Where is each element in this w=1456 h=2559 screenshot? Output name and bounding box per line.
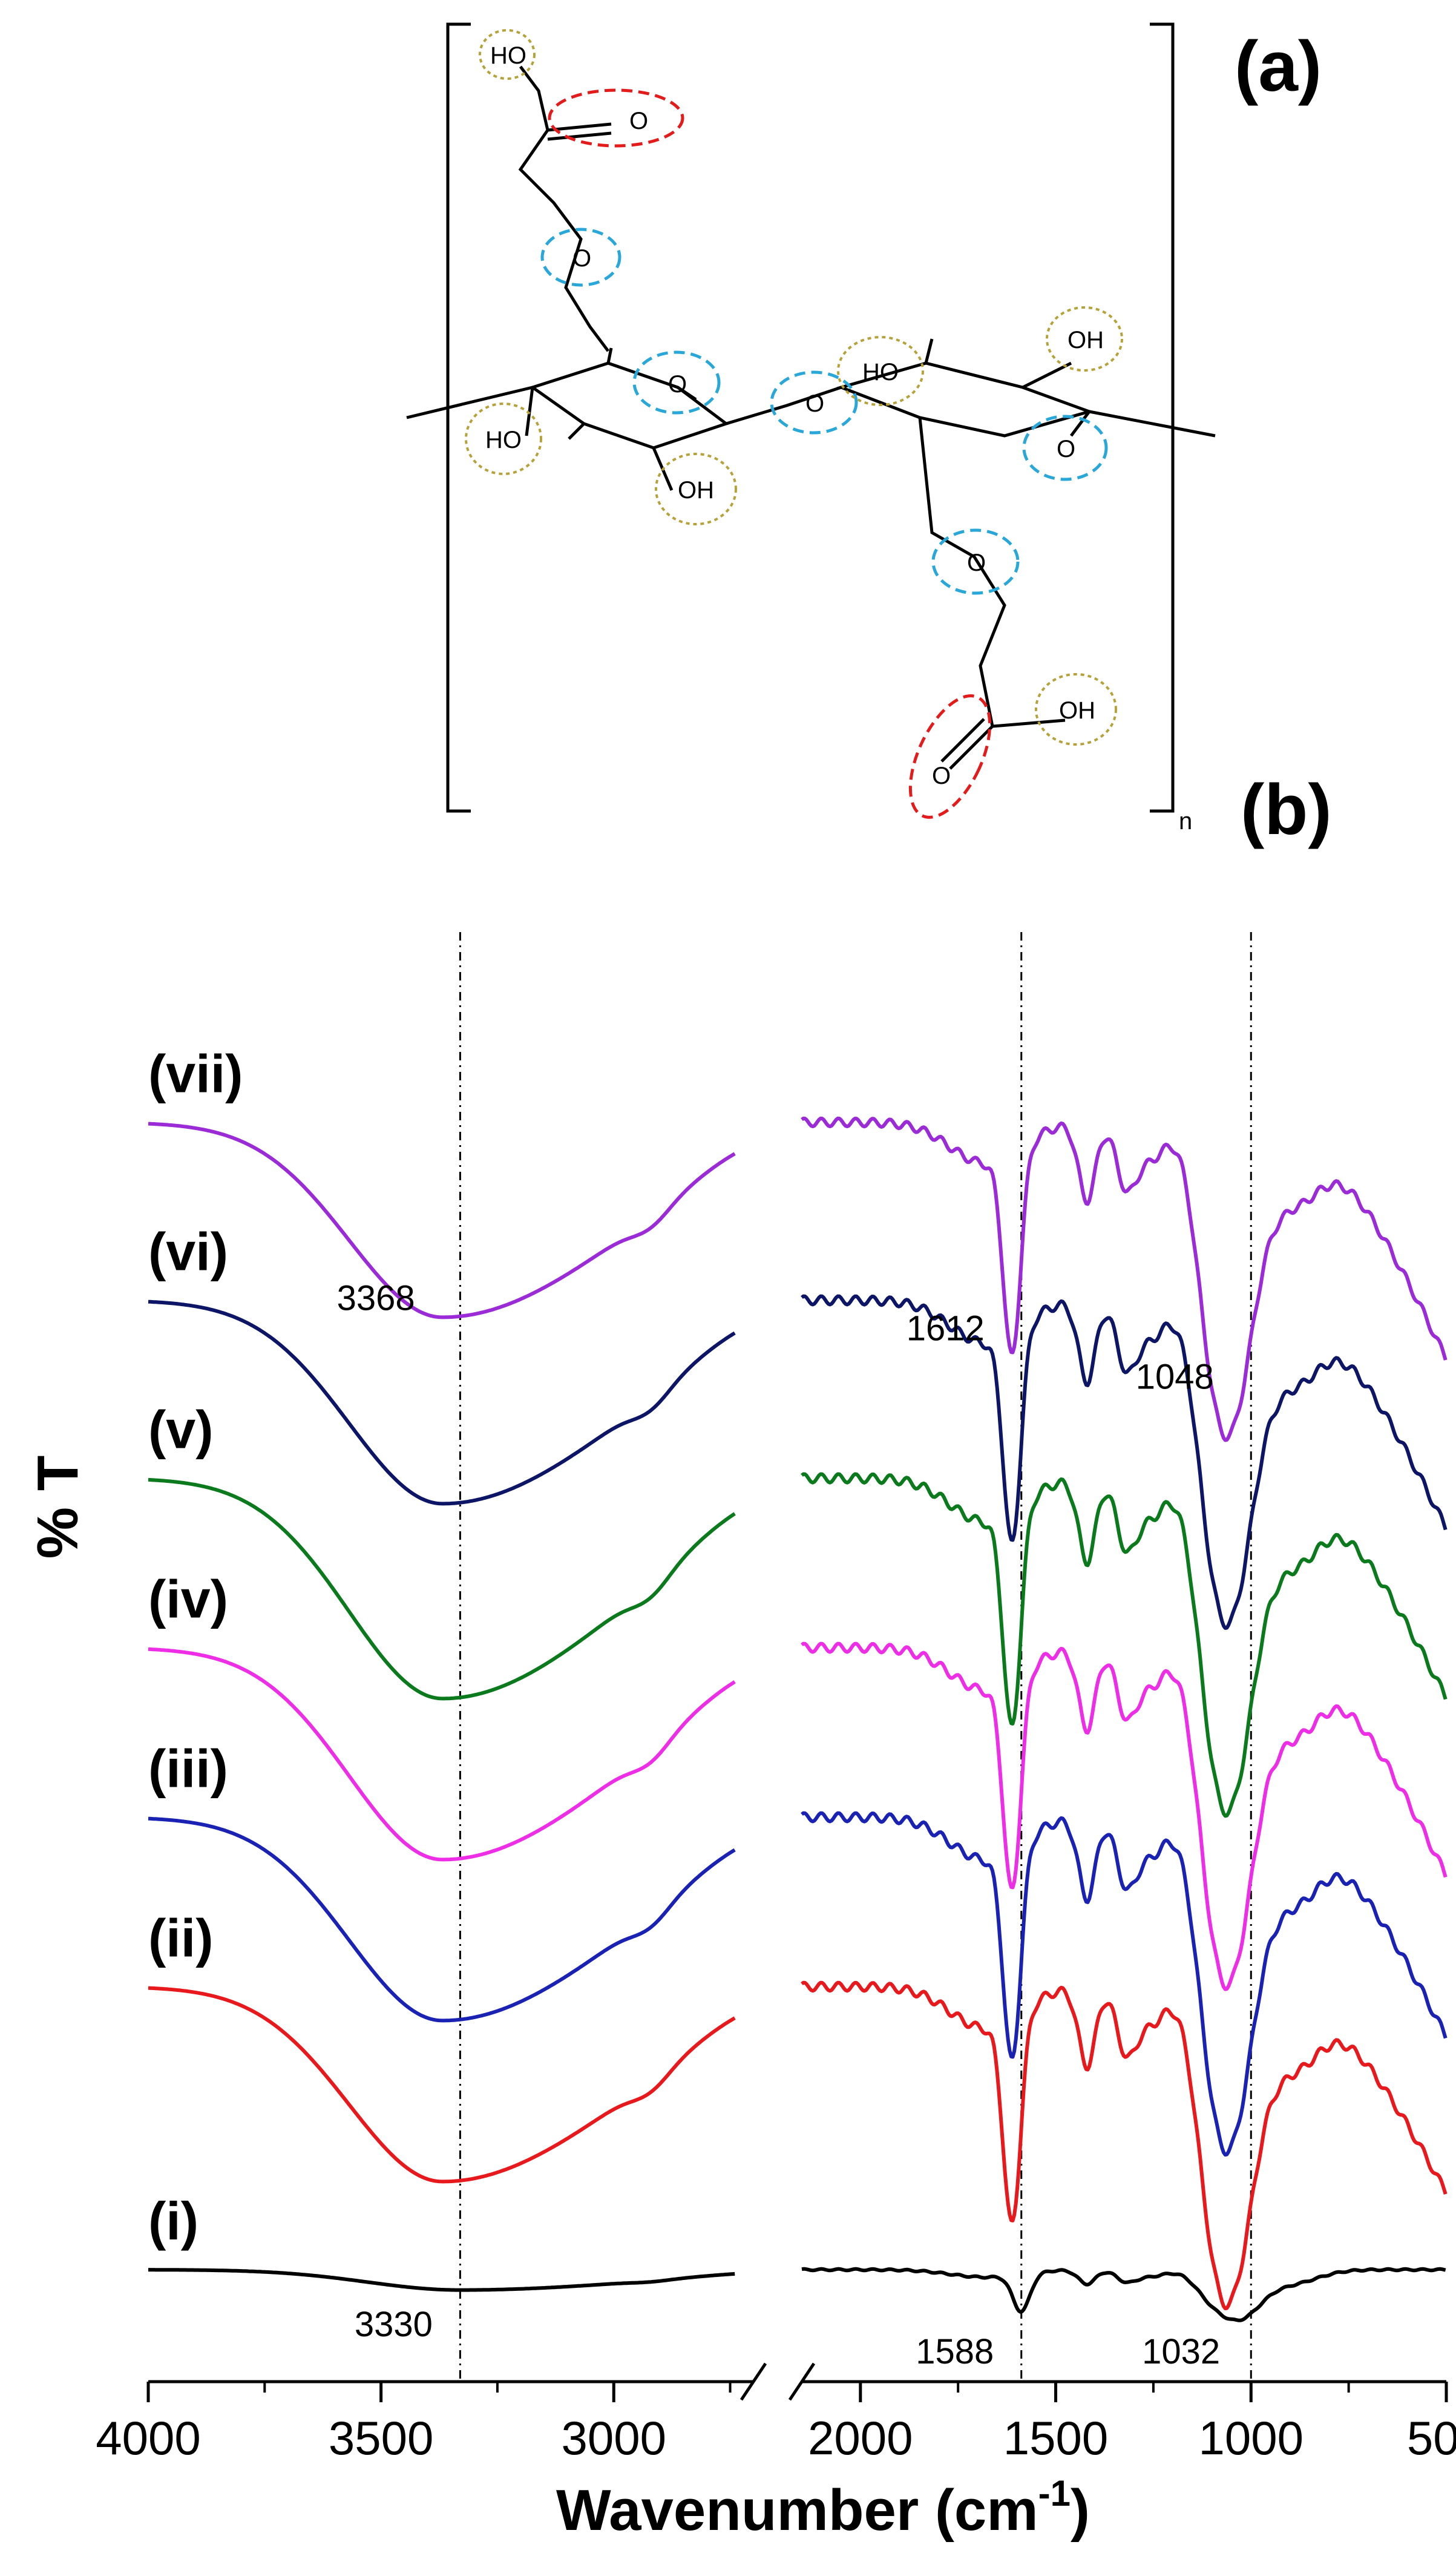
atom-label: HO <box>485 427 522 453</box>
peak-annotation: 3368 <box>337 1278 415 1318</box>
backbone-right <box>1089 410 1216 438</box>
x-tick-label: 3000 <box>561 2411 666 2465</box>
atom-label: O <box>932 763 951 789</box>
atom-label: OH <box>1067 327 1104 353</box>
peak-annotations: 3368 1612 1048 3330 1588 1032 <box>337 1278 1220 2371</box>
atom-label: O <box>967 550 986 576</box>
x-tick-label: 1500 <box>1003 2411 1109 2465</box>
top-carbonyl-bond <box>547 122 612 141</box>
curve-label-iv: (iv) <box>148 1569 228 1629</box>
atom-label: OH <box>1059 697 1095 724</box>
right-ring-sub <box>918 338 1090 727</box>
atom-label: O <box>805 390 824 417</box>
backbone-left <box>406 386 533 419</box>
atom-label: O <box>668 371 687 398</box>
peak-annotation: 1588 <box>916 2332 994 2371</box>
ether-ellipse <box>1022 415 1108 481</box>
ether-ellipse <box>632 350 721 415</box>
x-tick-label: 2000 <box>808 2411 913 2465</box>
spectrum-curve-vi <box>148 1294 1448 1630</box>
atom-label: HO <box>490 42 526 69</box>
spectrum-curve-v <box>148 1472 1448 1818</box>
cmc-structure-diagram <box>406 22 1216 819</box>
ether-ellipse <box>540 228 621 287</box>
reference-lines <box>459 932 1252 2382</box>
hydroxyl-circle <box>479 29 536 80</box>
ether-ellipse <box>931 528 1020 595</box>
hydroxyl-circle <box>1035 673 1117 746</box>
curve-label-vii: (vii) <box>148 1043 243 1103</box>
spectrum-curve-ii <box>148 1980 1448 2310</box>
bottom-carbonyl-bond <box>940 718 1066 770</box>
atom-label: HO <box>862 359 899 386</box>
x-tick-label: 3500 <box>329 2411 434 2465</box>
hydroxyl-circle <box>655 453 737 525</box>
curve-label-v: (v) <box>148 1399 214 1459</box>
top-chain <box>518 65 609 352</box>
atom-labels: HO O O O O HO OH HO OH O O O OH <box>485 42 1104 789</box>
repeat-subscript: n <box>1179 808 1192 835</box>
x-tick-label: 4000 <box>96 2411 201 2465</box>
left-ring-sub <box>525 347 697 491</box>
atom-label: O <box>629 108 648 134</box>
curve-label-vi: (vi) <box>148 1221 228 1281</box>
spectrum-curve-iii <box>148 1811 1448 2157</box>
right-bracket <box>1150 22 1175 813</box>
peak-annotation: 3330 <box>355 2305 433 2344</box>
panel-a-label: (a) <box>1235 27 1322 107</box>
peak-annotation: 1032 <box>1142 2332 1220 2371</box>
spectra-curves <box>148 1116 1448 2322</box>
peak-annotation: 1048 <box>1136 1357 1214 1396</box>
ftir-chart: (i) (ii) (iii) (iv) (v) (vi) (vii) 3368 1612 104… <box>96 932 1456 2465</box>
carbonyl-ellipse <box>548 88 684 148</box>
atom-label: O <box>1057 436 1075 462</box>
glycosidic-link <box>726 386 842 425</box>
curve-label-ii: (ii) <box>148 1908 214 1968</box>
spectrum-curve-i <box>148 2267 1446 2322</box>
y-axis-title: % T <box>25 1456 90 1559</box>
x-tick-label: 500 <box>1407 2411 1456 2465</box>
hydroxyl-circle <box>837 336 924 406</box>
left-ring <box>529 361 730 450</box>
x-axis: 4000 3500 3000 2000 1500 1000 500 <box>96 2362 1456 2465</box>
x-tick-label: 1000 <box>1199 2411 1304 2465</box>
x-axis-title: Wavenumber (cm-1) <box>556 2473 1090 2543</box>
ether-ellipse <box>770 370 858 435</box>
axis-break-mark <box>788 2362 816 2401</box>
hydroxyl-circle <box>465 402 542 475</box>
curve-label-iii: (iii) <box>148 1738 228 1798</box>
left-bracket <box>446 22 471 813</box>
hydroxyl-circle <box>1046 306 1123 372</box>
axis-break-mark <box>739 2362 767 2401</box>
spectrum-curve-iv <box>148 1641 1448 1991</box>
atom-label: O <box>572 245 591 272</box>
peak-annotation: 1612 <box>907 1309 985 1348</box>
atom-label: OH <box>678 477 714 504</box>
panel-b-label: (b) <box>1241 770 1332 850</box>
curve-labels: (i) (ii) (iii) (iv) (v) (vi) (vii) <box>148 1043 243 2251</box>
spectrum-curve-vii <box>148 1116 1448 1442</box>
carbonyl-ellipse <box>908 694 992 819</box>
curve-label-i: (i) <box>148 2191 198 2251</box>
